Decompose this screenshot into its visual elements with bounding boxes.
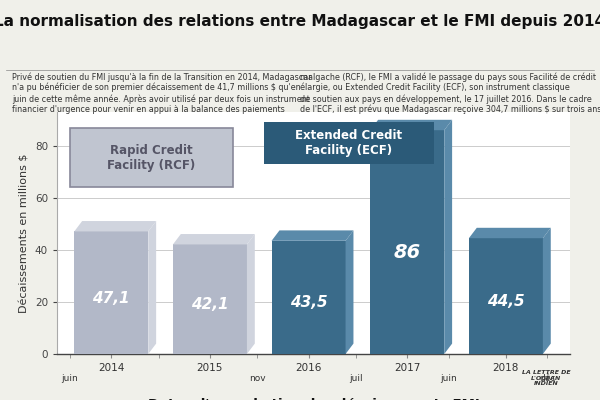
Text: nov: nov [249,374,266,382]
Polygon shape [173,234,255,244]
Text: 47,1: 47,1 [92,291,130,306]
Polygon shape [469,228,551,238]
Bar [264,122,434,164]
Polygon shape [469,238,543,354]
Polygon shape [272,230,353,241]
Text: 44,5: 44,5 [487,294,524,309]
Polygon shape [74,221,156,232]
Text: LA LETTRE DE
L'OCÉAN
INDIEN: LA LETTRE DE L'OCÉAN INDIEN [521,370,571,386]
X-axis label: Dates d'approbation des décaissements FMI: Dates d'approbation des décaissements FM… [148,398,479,400]
Polygon shape [370,120,452,130]
Text: Extended Credit
Facility (ECF): Extended Credit Facility (ECF) [295,129,403,157]
Text: La normalisation des relations entre Madagascar et le FMI depuis 2014: La normalisation des relations entre Mad… [0,14,600,29]
Polygon shape [173,244,247,354]
Text: juin: juin [440,374,457,382]
Polygon shape [148,221,156,354]
Y-axis label: Décaissements en millions $: Décaissements en millions $ [19,153,29,313]
Polygon shape [272,241,346,354]
Polygon shape [444,120,452,354]
Polygon shape [346,230,353,354]
Polygon shape [370,130,444,354]
Text: 42,1: 42,1 [191,297,229,312]
Bar [70,128,233,188]
Text: déc: déc [539,374,556,382]
Text: juil: juil [349,374,363,382]
Text: 43,5: 43,5 [290,295,328,310]
Text: 86: 86 [394,243,421,262]
Polygon shape [543,228,551,354]
Polygon shape [74,232,148,354]
Text: Rapid Credit
Facility (RCF): Rapid Credit Facility (RCF) [107,144,196,172]
Polygon shape [247,234,255,354]
Text: malgache (RCF), le FMI a validé le passage du pays sous Facilité de crédit
élarg: malgache (RCF), le FMI a validé le passa… [300,72,600,114]
Text: juin: juin [61,374,78,382]
Text: Privé de soutien du FMI jusqu'à la fin de la Transition en 2014, Madagascar
n'a : Privé de soutien du FMI jusqu'à la fin d… [12,72,311,114]
